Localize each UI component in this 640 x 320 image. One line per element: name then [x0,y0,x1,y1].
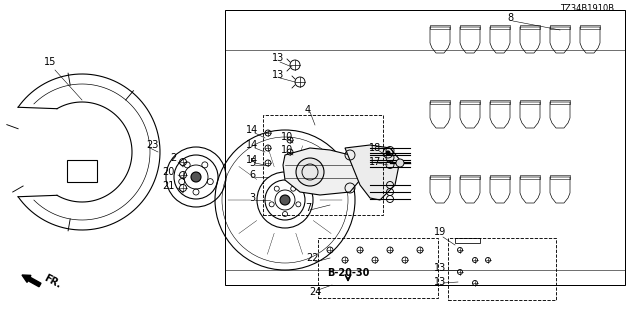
Polygon shape [345,145,400,200]
Text: 13: 13 [272,70,284,80]
Bar [448,238,556,300]
Bar [263,115,383,215]
Text: 20: 20 [162,167,174,177]
Text: 13: 13 [434,277,446,287]
Circle shape [280,195,290,205]
Text: 10: 10 [281,132,293,142]
Text: 5: 5 [249,158,255,168]
Text: 7: 7 [305,203,311,213]
Text: 19: 19 [434,227,446,237]
Text: 13: 13 [272,53,284,63]
Circle shape [386,151,390,155]
Text: 10: 10 [281,145,293,155]
Text: 22: 22 [306,253,318,263]
Text: 14: 14 [246,140,258,150]
Text: FR.: FR. [42,273,63,291]
Text: 3: 3 [249,193,255,203]
Text: 21: 21 [162,181,174,191]
Bar [318,238,438,298]
Text: 13: 13 [434,263,446,273]
Text: 15: 15 [44,57,56,67]
FancyArrow shape [22,275,41,287]
Text: 4: 4 [305,105,311,115]
Text: TZ34B1910B: TZ34B1910B [560,4,614,12]
Text: 14: 14 [246,125,258,135]
Bar [225,10,625,285]
Circle shape [296,158,324,186]
Text: 2: 2 [170,153,176,163]
Text: 24: 24 [309,287,321,297]
Text: 23: 23 [146,140,158,150]
Text: 14: 14 [246,155,258,165]
Polygon shape [283,148,362,195]
Text: 18: 18 [369,143,381,153]
Text: B-20-30: B-20-30 [327,268,369,278]
Text: 8: 8 [507,13,513,23]
Text: 17: 17 [369,157,381,167]
Text: 6: 6 [249,170,255,180]
Circle shape [191,172,201,182]
Circle shape [396,159,404,167]
